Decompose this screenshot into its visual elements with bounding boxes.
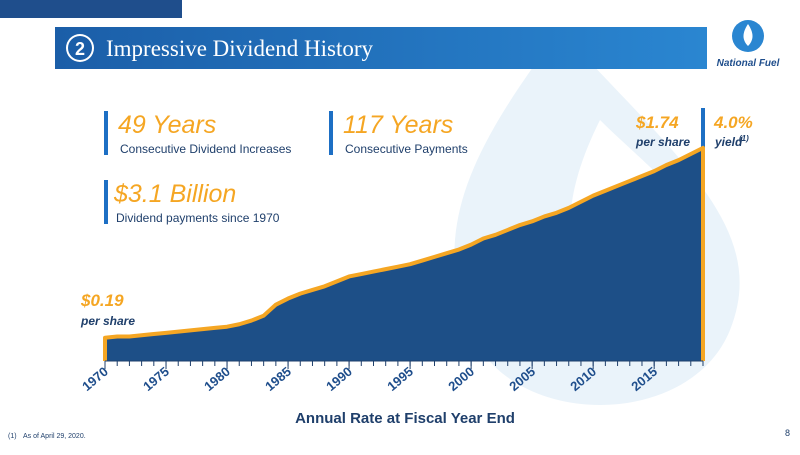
stat-bar <box>104 180 108 224</box>
stat-value: 117 Years <box>343 111 453 139</box>
yield-label: yield <box>714 135 743 149</box>
logo-flame <box>743 24 753 46</box>
stat-bar <box>104 111 108 155</box>
logo-text: National Fuel <box>717 58 780 69</box>
header-band <box>55 27 707 69</box>
area-fill <box>105 147 703 361</box>
end-unit: per share <box>635 135 690 149</box>
stat-label: Consecutive Dividend Increases <box>120 142 291 156</box>
stat-bar <box>329 111 333 155</box>
start-unit: per share <box>80 314 135 328</box>
header-number: 2 <box>75 39 85 59</box>
header-badge-inner <box>68 36 92 60</box>
start-value: $0.19 <box>80 291 124 310</box>
yield-value: 4.0% <box>713 113 753 132</box>
area-outline <box>103 145 705 361</box>
top-bar <box>0 0 182 18</box>
yield-note: (1) <box>739 134 749 143</box>
x-axis-title: Annual Rate at Fiscal Year End <box>295 410 515 427</box>
stat-value: 49 Years <box>118 111 216 139</box>
stat-value: $3.1 Billion <box>113 180 236 208</box>
end-value: $1.74 <box>635 113 679 132</box>
footnote-marker: (1) <box>8 433 17 440</box>
stat-label: Consecutive Payments <box>345 142 468 156</box>
yield-bar <box>701 108 705 150</box>
header-title: Impressive Dividend History <box>106 36 374 61</box>
page-number: 8 <box>785 428 790 438</box>
footnote-text: As of April 29, 2020. <box>23 433 86 440</box>
stat-label: Dividend payments since 1970 <box>116 211 280 225</box>
